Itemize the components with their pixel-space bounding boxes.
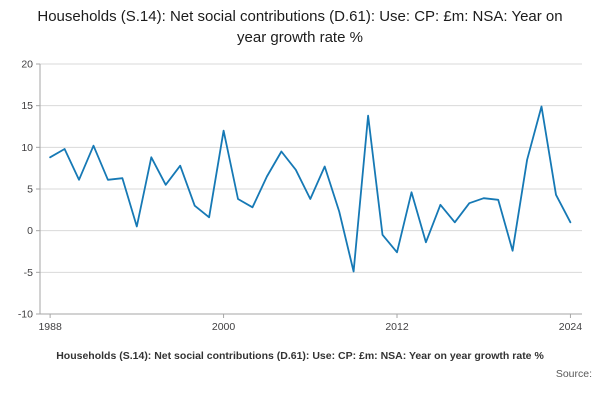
y-tick-label: 0 xyxy=(27,225,33,237)
x-tick-label: 2000 xyxy=(212,321,236,333)
x-tick-label: 2024 xyxy=(559,321,583,333)
y-tick-label: 15 xyxy=(21,100,33,112)
footer-caption: Households (S.14): Net social contributi… xyxy=(56,350,544,362)
source-label: Source: xyxy=(555,368,592,380)
data-series-line xyxy=(49,105,572,273)
y-tick-label: 20 xyxy=(21,59,33,71)
y-tick-label: -10 xyxy=(18,309,33,321)
line-chart: 20 15 10 5 0 -5 -10 1988 2000 2012 2024 xyxy=(18,59,583,334)
source-row: Source: xyxy=(0,368,600,380)
x-tick-label: 2012 xyxy=(385,321,409,333)
y-tick-label: 5 xyxy=(27,184,33,196)
x-tick-label: 1988 xyxy=(38,321,62,333)
y-tick-label: 10 xyxy=(21,142,33,154)
footer-caption-row: Households (S.14): Net social contributi… xyxy=(0,350,600,366)
y-tick-label: -5 xyxy=(24,267,33,279)
chart-title: Households (S.14): Net social contributi… xyxy=(37,8,563,46)
